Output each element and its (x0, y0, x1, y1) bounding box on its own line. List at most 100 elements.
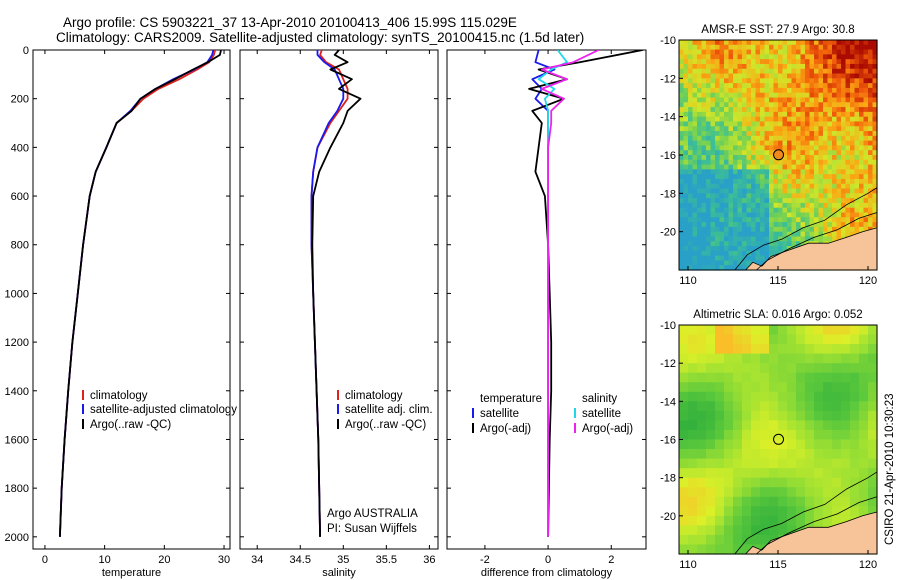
sst_map-cell (760, 116, 766, 123)
sla_map-cell (679, 477, 689, 488)
sst_map-cell (742, 140, 748, 147)
sst_map-cell (827, 164, 833, 170)
sst_map-cell (724, 255, 730, 262)
sst_map-cell (827, 44, 833, 51)
sst_map-cell (733, 83, 739, 89)
sst_map-cell (782, 92, 788, 99)
sst_map-cell (701, 255, 707, 262)
sst_map-cell (679, 188, 685, 194)
sst_map-cell (863, 78, 869, 84)
sst_map-cell (805, 155, 811, 161)
sst_map-cell (701, 102, 707, 108)
sst_map-cell (782, 145, 788, 151)
sst_map-cell (773, 59, 779, 65)
sst_map-cell (778, 159, 784, 166)
sst_map-cell (692, 188, 698, 194)
sla_map-cell (688, 420, 698, 431)
sst_map-cell (697, 59, 703, 65)
sst_map-cell (710, 63, 716, 70)
sst_map-cell (706, 87, 712, 94)
sla_map-cell (679, 515, 689, 526)
sst_map-cell (796, 145, 802, 151)
sst_map-cell (755, 212, 761, 218)
sla_map-cell (733, 372, 743, 383)
sst_map-cell (701, 135, 707, 142)
sst_map-cell (814, 188, 820, 194)
sst_map-cell (706, 164, 712, 170)
sst_map-cell (679, 217, 685, 223)
sst_map-cell (850, 164, 856, 170)
sst_map-cell (692, 159, 698, 166)
sst_map-cell (773, 68, 779, 75)
sst_map-cell (814, 193, 820, 199)
sst_map-cell (854, 222, 860, 228)
sst_map-cell (818, 198, 824, 204)
sst_map-cell (805, 169, 811, 175)
sst_map-cell (746, 121, 752, 127)
sst_map-cell (742, 121, 748, 127)
sst_map-cell (683, 44, 689, 51)
sst_map-cell (805, 164, 811, 170)
sla_map-cell (796, 382, 806, 393)
sst_map-cell (773, 111, 779, 118)
sst_map-cell (814, 178, 820, 185)
sst_map-cell (773, 231, 779, 238)
sst_map-cell (733, 102, 739, 108)
sst_map-cell (751, 49, 757, 55)
sst_map-cell (755, 44, 761, 51)
sst_map-cell (679, 140, 685, 147)
sla_map-cell (850, 391, 860, 402)
sst_map-cell (841, 145, 847, 151)
sst_map-cell (751, 145, 757, 151)
sla_map-cell (814, 372, 824, 383)
sla_map-cell (832, 325, 842, 336)
sst_map-cell (737, 92, 743, 99)
sst_map-cell (697, 226, 703, 233)
sst_map-cell (719, 178, 725, 185)
sst_map-cell (724, 54, 730, 60)
sst_map-cell (692, 54, 698, 60)
sst_map-cell (728, 63, 734, 70)
sst_map-cell (778, 126, 784, 132)
sst_map-cell (800, 83, 806, 89)
sla_map-cell (724, 382, 734, 393)
sst_map-cell (854, 102, 860, 108)
sst_map-cell (823, 140, 829, 147)
sla_map-cell (796, 468, 806, 479)
sst_map-cell (710, 40, 716, 46)
sst_map-cell (755, 68, 761, 75)
sst_map-cell (805, 178, 811, 185)
sst_map-cell (683, 236, 689, 242)
sst_map-cell (706, 59, 712, 65)
sst_map-cell (697, 159, 703, 166)
sst_map-cell (796, 107, 802, 113)
sst_map-cell (751, 159, 757, 166)
sst_map-cell (733, 54, 739, 60)
sst_map-cell (724, 135, 730, 142)
sla_map-cell (805, 344, 815, 355)
sla_map-cell (688, 353, 698, 364)
sst_map-cell (796, 231, 802, 238)
sst_map-cell (814, 202, 820, 209)
sst_map-cell (800, 116, 806, 123)
sst_map-cell (841, 111, 847, 118)
sst_map-cell (814, 78, 820, 84)
sst_map-cell (778, 63, 784, 70)
sst_map-cell (841, 92, 847, 99)
sst_map-cell (746, 131, 752, 137)
sla_map-cell (715, 334, 725, 345)
sst_map-cell (773, 126, 779, 132)
sst_map-cell (805, 78, 811, 84)
sst_map-cell (859, 54, 865, 60)
sst_map-cell (746, 126, 752, 132)
sst_map-cell (823, 145, 829, 151)
sst_map-cell (683, 49, 689, 55)
sst_map-cell (692, 83, 698, 89)
sla_map-cell (742, 449, 752, 460)
sst_map-cell (683, 54, 689, 60)
sst_map-cell (809, 126, 815, 132)
sst_map-cell (679, 198, 685, 204)
sst_map-cell (787, 126, 793, 132)
sst_map-cell (688, 59, 694, 65)
sst_map-cell (701, 159, 707, 166)
